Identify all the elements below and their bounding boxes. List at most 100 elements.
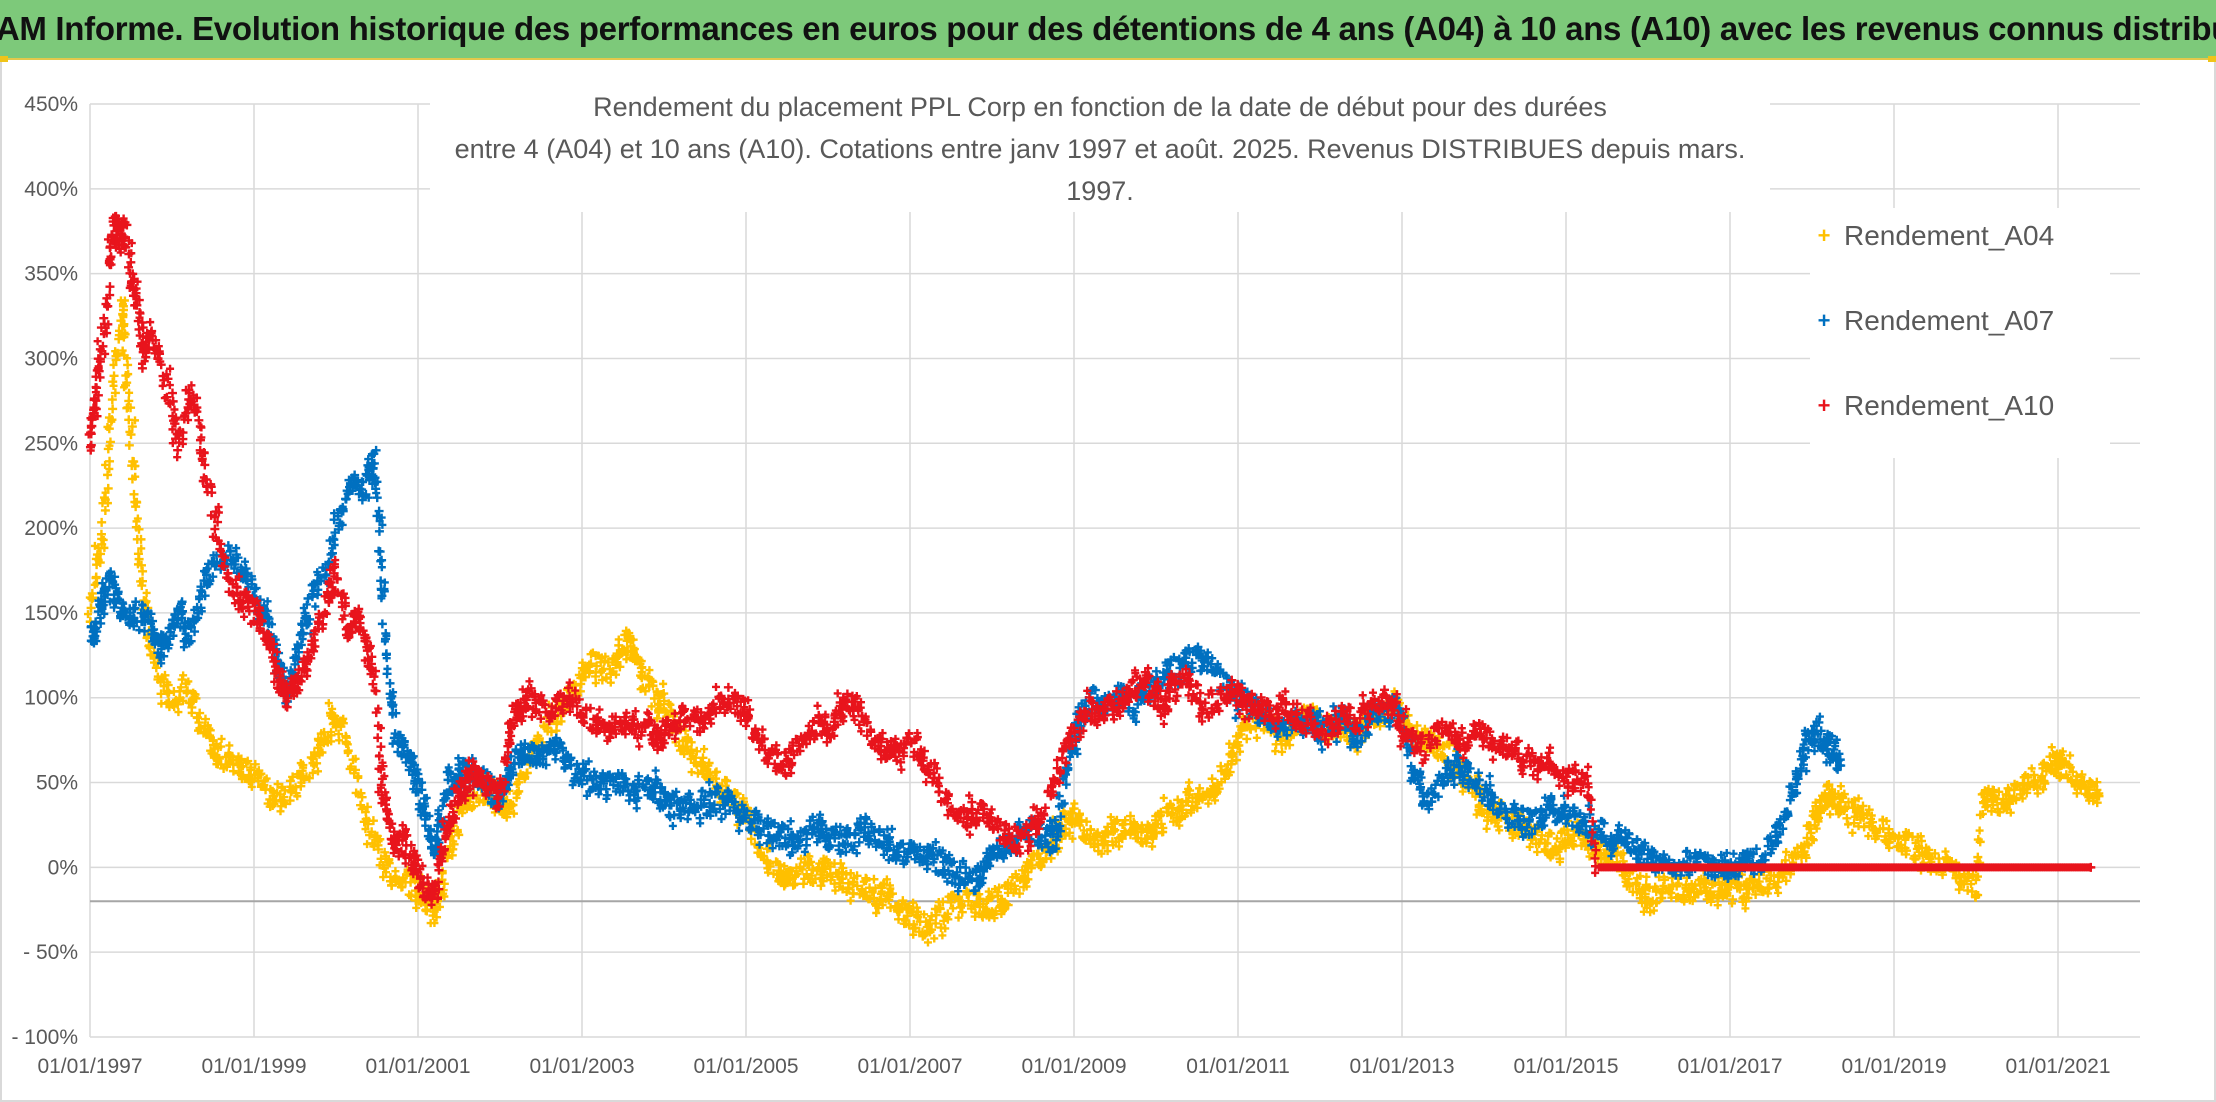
data-point-marker bbox=[383, 664, 392, 673]
data-point-marker bbox=[247, 782, 256, 791]
data-point-marker bbox=[649, 694, 659, 704]
data-point-marker bbox=[1016, 876, 1025, 885]
data-point-marker bbox=[341, 739, 351, 749]
data-point-marker bbox=[878, 901, 887, 910]
data-point-marker bbox=[286, 782, 295, 791]
data-point-marker bbox=[704, 761, 713, 770]
data-point-marker bbox=[357, 792, 367, 802]
data-point-marker bbox=[103, 470, 113, 480]
data-point-marker bbox=[774, 860, 784, 870]
data-point-marker bbox=[98, 499, 107, 508]
data-point-marker bbox=[512, 780, 521, 789]
data-point-marker bbox=[627, 634, 636, 643]
data-point-marker bbox=[353, 773, 363, 783]
data-point-marker bbox=[551, 755, 560, 764]
data-point-marker bbox=[90, 580, 99, 589]
data-point-marker bbox=[173, 699, 183, 709]
data-point-marker bbox=[200, 714, 210, 724]
y-tick-label: - 50% bbox=[23, 941, 78, 964]
data-point-marker bbox=[132, 517, 141, 526]
data-point-marker bbox=[2047, 743, 2056, 752]
data-point-marker bbox=[1482, 824, 1491, 833]
data-point-marker bbox=[1842, 813, 1852, 823]
data-point-marker bbox=[100, 543, 109, 552]
data-point-marker bbox=[361, 825, 370, 834]
data-point-marker bbox=[377, 619, 387, 629]
data-point-marker bbox=[430, 919, 439, 928]
data-point-marker bbox=[931, 918, 941, 928]
data-point-marker bbox=[296, 781, 306, 791]
data-point-marker bbox=[649, 677, 658, 686]
data-point-marker bbox=[923, 865, 932, 874]
data-point-marker bbox=[142, 588, 151, 597]
data-point-marker bbox=[367, 827, 377, 837]
data-point-marker bbox=[124, 440, 134, 450]
data-point-marker bbox=[913, 907, 922, 916]
data-point-marker bbox=[377, 563, 386, 572]
data-point-marker bbox=[453, 826, 462, 835]
data-point-marker bbox=[368, 816, 378, 826]
data-point-marker bbox=[647, 702, 656, 711]
data-point-marker bbox=[807, 857, 816, 866]
data-point-marker bbox=[930, 934, 939, 943]
data-point-marker bbox=[384, 858, 393, 867]
data-point-marker bbox=[87, 588, 97, 598]
data-point-marker bbox=[103, 483, 113, 493]
y-tick-label: 300% bbox=[24, 347, 78, 370]
data-point-marker bbox=[296, 759, 305, 768]
data-point-marker bbox=[312, 758, 322, 768]
data-point-marker bbox=[125, 427, 134, 436]
data-point-marker bbox=[846, 896, 855, 905]
data-point-marker bbox=[700, 745, 709, 754]
x-tick-label: 01/01/2013 bbox=[1349, 1055, 1454, 1078]
data-point-marker bbox=[131, 472, 140, 481]
x-tick-label: 01/01/2011 bbox=[1186, 1055, 1290, 1078]
data-point-marker bbox=[145, 644, 154, 653]
data-point-marker bbox=[651, 766, 660, 775]
data-point-marker bbox=[938, 897, 948, 907]
data-point-marker bbox=[363, 802, 373, 812]
data-point-marker bbox=[869, 893, 879, 903]
data-point-marker bbox=[990, 885, 999, 894]
data-point-marker bbox=[722, 776, 732, 786]
data-point-marker bbox=[269, 799, 279, 809]
y-tick-label: 100% bbox=[24, 687, 78, 710]
data-point-marker bbox=[432, 912, 442, 922]
data-point-marker bbox=[964, 888, 974, 898]
x-tick-label: 01/01/2005 bbox=[693, 1055, 798, 1078]
data-point-marker bbox=[386, 872, 395, 881]
data-point-marker bbox=[920, 929, 930, 939]
data-point-marker bbox=[843, 878, 853, 888]
data-point-marker bbox=[1159, 793, 1168, 802]
data-point-marker bbox=[327, 737, 336, 746]
data-point-marker bbox=[327, 728, 336, 737]
data-point-marker bbox=[987, 892, 997, 902]
data-point-marker bbox=[884, 895, 894, 905]
data-point-marker bbox=[887, 889, 897, 899]
data-point-marker bbox=[107, 415, 117, 425]
data-point-marker bbox=[1844, 820, 1853, 829]
data-point-marker bbox=[975, 894, 985, 904]
data-point-marker bbox=[1485, 772, 1494, 781]
data-point-marker bbox=[214, 753, 223, 762]
data-point-marker bbox=[1242, 734, 1252, 744]
data-point-marker bbox=[181, 679, 191, 689]
data-point-marker bbox=[351, 754, 360, 763]
data-point-marker bbox=[414, 896, 423, 905]
y-tick-label: 200% bbox=[24, 517, 78, 540]
data-point-marker bbox=[1975, 826, 1984, 835]
data-point-marker bbox=[176, 683, 185, 692]
data-point-marker bbox=[179, 671, 188, 680]
data-point-marker bbox=[846, 869, 855, 878]
data-point-marker bbox=[504, 807, 513, 816]
x-tick-label: 01/01/1999 bbox=[201, 1055, 306, 1078]
data-point-marker bbox=[735, 826, 744, 835]
data-point-marker bbox=[920, 910, 929, 919]
data-point-marker bbox=[557, 717, 566, 726]
data-point-marker bbox=[431, 905, 440, 914]
data-point-marker bbox=[614, 635, 623, 644]
data-point-marker bbox=[849, 877, 858, 886]
data-point-marker bbox=[343, 746, 353, 756]
data-point-marker bbox=[805, 852, 814, 861]
data-point-marker bbox=[324, 699, 333, 708]
